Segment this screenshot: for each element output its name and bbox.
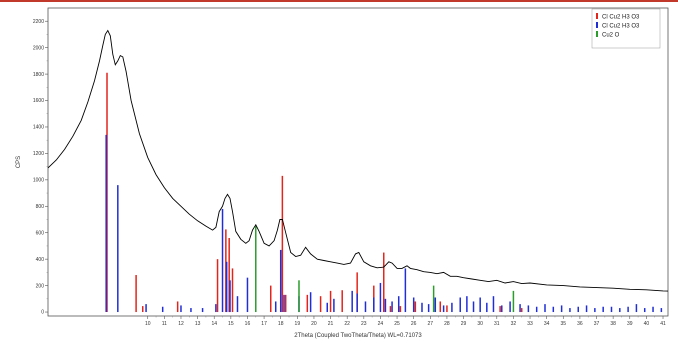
x-tick-label: 24 <box>378 321 384 327</box>
x-tick-label: 22 <box>344 321 350 327</box>
plot-area <box>47 7 669 317</box>
legend-swatch-3 <box>596 31 598 37</box>
x-tick-label: 30 <box>477 321 483 327</box>
x-tick-label: 37 <box>594 321 600 327</box>
y-tick-label: 800 <box>36 204 45 210</box>
y-axis-label: CPS <box>16 156 22 168</box>
y-tick-label: 400 <box>36 257 45 263</box>
y-tick-label: 1800 <box>33 72 44 78</box>
y-tick-label: 600 <box>36 230 45 236</box>
x-tick-label: 17 <box>261 321 267 327</box>
x-tick-label: 21 <box>328 321 334 327</box>
x-tick-label: 16 <box>245 321 251 327</box>
x-tick-label: 31 <box>494 321 500 327</box>
y-tick-label: 1400 <box>33 125 44 131</box>
x-tick-label: 11 <box>162 321 167 327</box>
y-tick-label: 2000 <box>33 45 44 51</box>
x-tick-label: 26 <box>411 321 417 327</box>
y-tick-label: 1000 <box>33 178 44 184</box>
x-tick-label: 38 <box>610 321 616 327</box>
x-tick-label: 34 <box>544 321 550 327</box>
x-tick-label: 29 <box>461 321 467 327</box>
x-tick-label: 28 <box>444 321 450 327</box>
x-tick-label: 41 <box>660 321 666 327</box>
x-tick-label: 27 <box>428 321 434 327</box>
legend-swatch-2 <box>596 22 598 28</box>
x-axis-label: 2Theta (Coupled TwoTheta/Theta) WL=0.710… <box>294 333 422 339</box>
x-tick-label: 20 <box>311 321 317 327</box>
x-tick-label: 10 <box>145 321 151 327</box>
x-tick-label: 19 <box>295 321 301 327</box>
legend-box <box>591 8 661 49</box>
x-tick-label: 25 <box>394 321 400 327</box>
legend-label-2: Cl Cu2 H3 O3 <box>602 24 640 30</box>
x-tick-label: 33 <box>527 321 533 327</box>
top-accent-bar <box>0 0 678 2</box>
y-tick-label: 2200 <box>33 19 44 25</box>
x-tick-label: 40 <box>644 321 650 327</box>
x-tick-label: 18 <box>278 321 284 327</box>
profile-line <box>47 29 669 292</box>
x-tick-label: 13 <box>195 321 201 327</box>
x-tick-label: 36 <box>577 321 583 327</box>
x-tick-label: 12 <box>178 321 184 327</box>
y-tick-label: 1600 <box>33 98 44 104</box>
y-tick-label: 0 <box>41 310 44 316</box>
x-tick-label: 32 <box>511 321 517 327</box>
x-tick-label: 14 <box>211 321 217 327</box>
x-tick-label: 39 <box>627 321 633 327</box>
y-tick-label: 1200 <box>33 151 44 157</box>
x-tick-label: 35 <box>561 321 567 327</box>
legend-swatch-1 <box>596 13 598 19</box>
legend-label-1: Cl Cu2 H3 O3 <box>602 15 640 21</box>
y-tick-label: 200 <box>36 283 45 289</box>
x-tick-label: 15 <box>228 321 234 327</box>
x-tick-label: 23 <box>361 321 367 327</box>
legend-label-3: Cu2 O <box>602 33 620 39</box>
